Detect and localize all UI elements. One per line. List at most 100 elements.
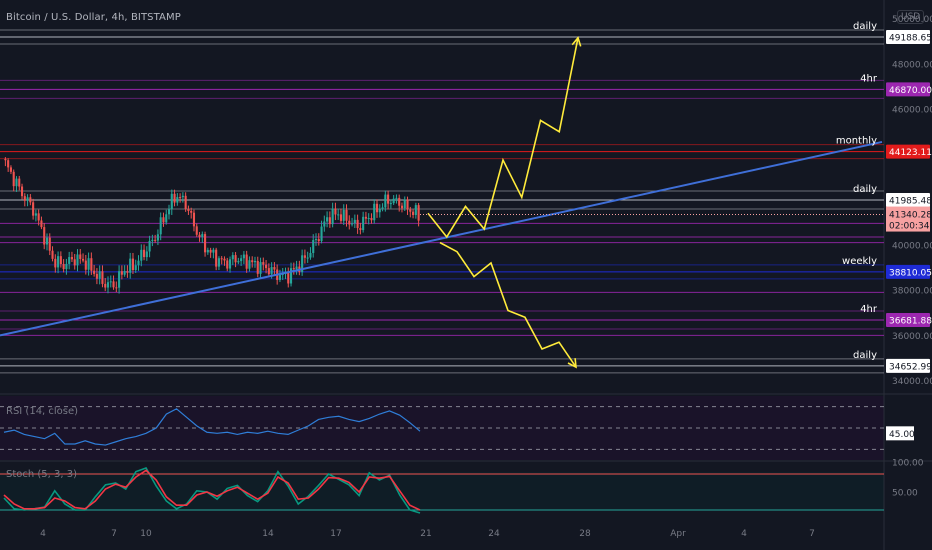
candle-body xyxy=(84,260,87,270)
candle-body xyxy=(18,178,21,187)
stoch-title: Stoch (5, 3, 3) xyxy=(6,469,77,480)
time-axis-tick: 24 xyxy=(488,529,500,539)
candle-body xyxy=(195,226,198,235)
price-axis-tick: 50000.00 xyxy=(892,15,932,25)
price-axis-tick: 36000.00 xyxy=(892,332,932,342)
candle-body xyxy=(381,207,384,209)
candle-body xyxy=(267,268,270,275)
candle-body xyxy=(190,210,193,213)
price-axis-tick: 46000.00 xyxy=(892,106,932,116)
candle-body xyxy=(303,255,306,258)
candle-body xyxy=(278,274,282,280)
stoch-line xyxy=(3,467,421,514)
candle-body xyxy=(104,283,107,288)
price-badge xyxy=(886,312,930,327)
candle-body xyxy=(317,239,320,242)
candle-body xyxy=(387,194,390,204)
time-axis-tick: 14 xyxy=(262,529,274,539)
current-price-badge xyxy=(886,206,930,232)
projected-path-up-arrowhead xyxy=(571,36,582,47)
candle-body xyxy=(412,211,415,215)
rsi-value-badge xyxy=(886,426,914,441)
candle-body xyxy=(109,281,112,283)
price-badge-text: 41985.48 xyxy=(889,196,932,206)
time-axis-tick: 4 xyxy=(741,529,747,539)
candle-body xyxy=(292,268,295,270)
candle-body xyxy=(414,205,417,215)
candle-body xyxy=(312,240,315,253)
candle-body xyxy=(237,261,240,263)
candle-body xyxy=(81,258,85,261)
projected-path-down-arrowhead xyxy=(567,358,577,369)
candle-body xyxy=(98,271,101,279)
candle-body xyxy=(43,227,46,245)
candle-body xyxy=(353,219,356,224)
price-axis-tick: 34000.00 xyxy=(892,377,932,387)
candle-body xyxy=(37,213,40,221)
price-axis-tick: 40000.00 xyxy=(892,241,932,251)
candle-body xyxy=(4,158,7,161)
candle-body xyxy=(140,249,143,261)
candle-body xyxy=(403,199,406,209)
candle-body xyxy=(129,258,132,273)
candle-body xyxy=(167,209,171,215)
stoch-pane-background xyxy=(0,472,884,510)
candle-body xyxy=(87,258,90,270)
candle-body xyxy=(115,287,118,289)
candle-body xyxy=(334,208,337,215)
candle-body xyxy=(251,260,254,263)
candle-body xyxy=(331,208,334,225)
candle-body xyxy=(54,258,57,268)
candle-body xyxy=(76,254,79,266)
candle-body xyxy=(289,268,293,284)
candle-body xyxy=(176,197,179,203)
candle-body xyxy=(198,234,201,238)
candle-body xyxy=(320,226,323,242)
level-label: 4hr xyxy=(860,304,878,315)
candle-body xyxy=(101,271,104,284)
candle-body xyxy=(215,249,218,267)
candle-body xyxy=(217,258,220,267)
candle-body xyxy=(378,208,381,213)
candle-body xyxy=(242,254,245,259)
candle-body xyxy=(90,258,93,271)
candle-body xyxy=(151,239,154,241)
candle-body xyxy=(206,249,209,253)
candle-body xyxy=(65,263,68,270)
candle-body xyxy=(323,221,326,227)
candles xyxy=(4,157,420,294)
candle-body xyxy=(173,193,176,203)
price-badge xyxy=(886,358,930,373)
candle-body xyxy=(20,186,24,197)
price-badge xyxy=(886,144,930,159)
price-badge-text: 34652.99 xyxy=(889,362,932,372)
candle-body xyxy=(154,239,157,241)
price-badge xyxy=(886,192,930,207)
candle-body xyxy=(148,240,151,252)
price-badge-text: 36681.88 xyxy=(889,316,932,326)
rsi-title: RSI (14, close) xyxy=(6,406,78,417)
candle-body xyxy=(137,260,140,266)
candle-body xyxy=(9,167,12,172)
price-badge xyxy=(886,264,930,279)
currency-button[interactable]: USD xyxy=(897,10,925,24)
candle-body xyxy=(364,216,367,219)
time-axis-tick: 28 xyxy=(579,529,591,539)
candle-body xyxy=(209,249,212,253)
candle-body xyxy=(253,260,257,263)
price-badge-text: 46870.00 xyxy=(889,86,932,96)
candle-body xyxy=(392,198,395,204)
candle-body xyxy=(373,203,376,221)
price-badge-text: 49188.65 xyxy=(889,33,932,43)
candle-body xyxy=(123,270,126,275)
candle-body xyxy=(131,258,135,271)
candle-body xyxy=(192,212,196,227)
candle-body xyxy=(409,209,412,212)
candle-body xyxy=(112,281,115,288)
candle-body xyxy=(12,171,15,187)
candle-body xyxy=(370,218,373,221)
candle-body xyxy=(226,260,229,269)
candle-body xyxy=(339,214,343,221)
time-axis-tick: 7 xyxy=(809,529,815,539)
